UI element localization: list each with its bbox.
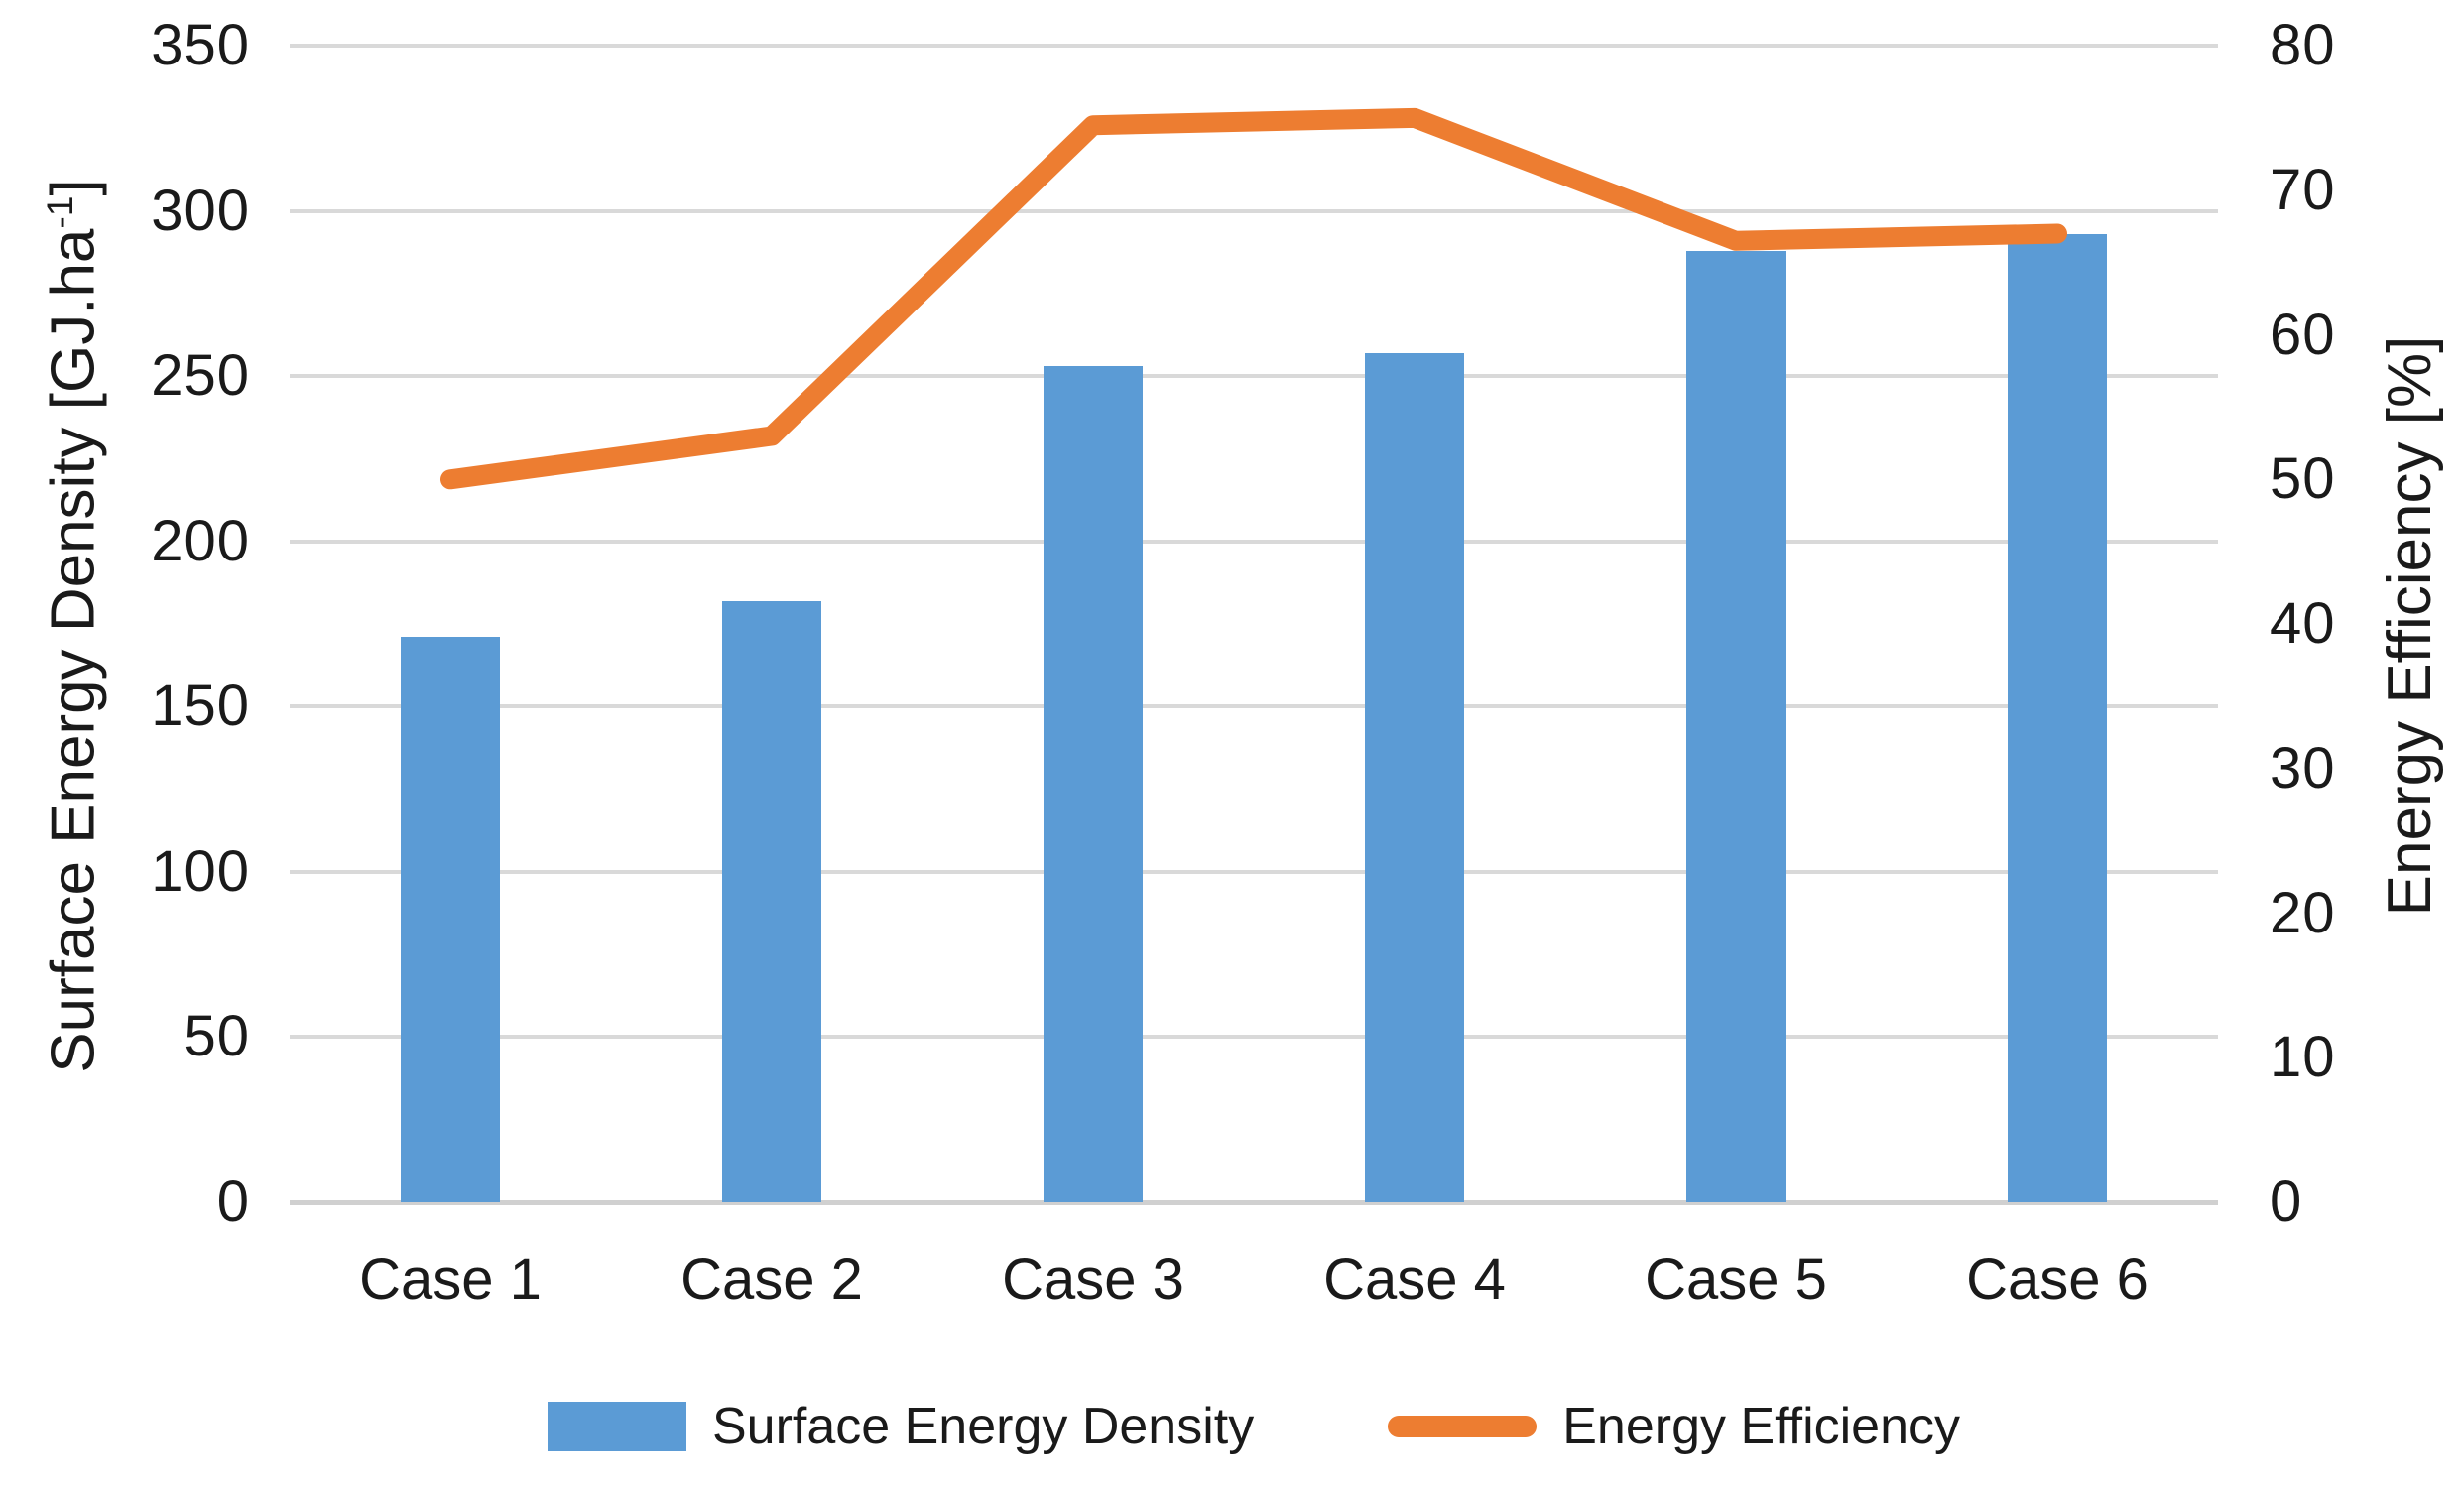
- bar-case-1: [401, 637, 500, 1202]
- right-axis-tick-label: 20: [2270, 881, 2336, 945]
- gridline: [290, 870, 2218, 874]
- left-axis-tick-label: 50: [184, 1004, 250, 1068]
- left-axis-tick-label: 250: [151, 343, 250, 408]
- bar-series-swatch: [547, 1402, 686, 1451]
- gridline: [290, 540, 2218, 544]
- gridline: [290, 704, 2218, 708]
- gridline: [290, 1035, 2218, 1039]
- x-axis-category-label: Case 5: [1645, 1247, 1827, 1311]
- line-series-swatch: [1388, 1416, 1538, 1437]
- right-axis-tick-label: 80: [2270, 13, 2336, 77]
- gridline: [290, 374, 2218, 378]
- x-axis-baseline: [290, 1200, 2218, 1205]
- bar-case-4: [1365, 353, 1464, 1202]
- left-axis-tick-label: 300: [151, 179, 250, 243]
- legend-item-surface-energy-density: Surface Energy Density: [547, 1397, 1255, 1456]
- left-axis-tick-label: 350: [151, 13, 250, 77]
- x-axis-category-label: Case 1: [359, 1247, 542, 1311]
- right-axis-tick-label: 40: [2270, 591, 2336, 656]
- legend-item-energy-efficiency: Energy Efficiency: [1388, 1397, 1960, 1456]
- left-axis-tick-label: 200: [151, 509, 250, 573]
- legend-label: Energy Efficiency: [1562, 1398, 1961, 1455]
- right-axis-tick-label: 30: [2270, 736, 2336, 801]
- x-axis-category-label: Case 4: [1323, 1247, 1506, 1311]
- gridline: [290, 209, 2218, 213]
- bar-case-6: [2008, 234, 2107, 1202]
- right-axis-tick-label: 50: [2270, 446, 2336, 511]
- left-axis-tick-label: 0: [216, 1170, 250, 1234]
- right-axis-tick-label: 10: [2270, 1025, 2336, 1089]
- left-axis-tick-label: 100: [151, 839, 250, 904]
- right-axis-tick-label: 0: [2270, 1170, 2303, 1234]
- bar-case-2: [722, 601, 821, 1202]
- right-axis-tick-label: 70: [2270, 158, 2336, 222]
- gridline: [290, 44, 2218, 48]
- left-axis-tick-label: 150: [151, 674, 250, 738]
- x-axis-category-label: Case 3: [1002, 1247, 1184, 1311]
- bar-case-3: [1044, 366, 1143, 1202]
- bar-case-5: [1686, 251, 1786, 1202]
- chart-legend: Surface Energy Density Energy Efficiency: [290, 1397, 2218, 1456]
- x-axis-category-label: Case 2: [680, 1247, 863, 1311]
- legend-label: Surface Energy Density: [711, 1398, 1255, 1455]
- energy-efficiency-line: [440, 107, 2067, 490]
- x-axis-category-label: Case 6: [1966, 1247, 2149, 1311]
- energy-efficiency-line-layer: [440, 107, 2067, 490]
- right-axis-tick-label: 60: [2270, 303, 2336, 367]
